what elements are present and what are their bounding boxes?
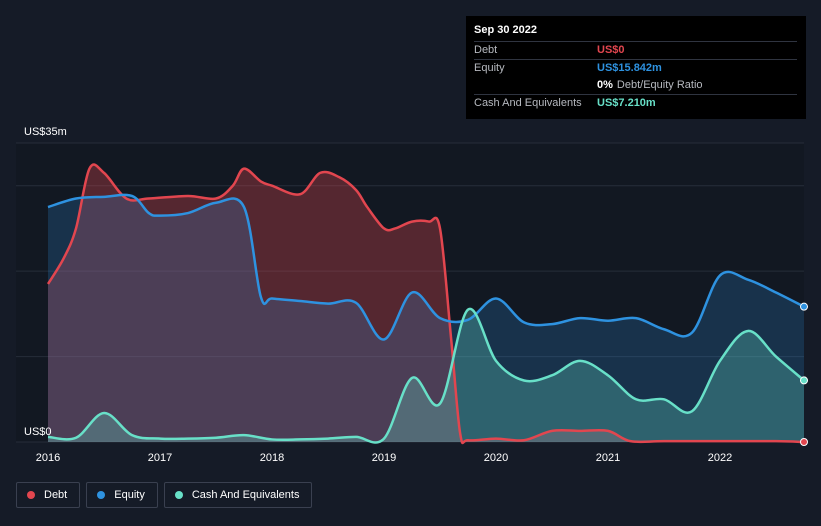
x-tick-2022: 2022	[708, 452, 732, 464]
legend-equity-label: Equity	[114, 489, 145, 501]
x-tick-2016: 2016	[36, 452, 60, 464]
y-axis-bottom-label: US$0	[24, 426, 52, 438]
cash-and-equivalents-area	[48, 308, 804, 443]
debt-line	[46, 163, 805, 445]
series-end-markers[interactable]	[800, 302, 808, 446]
tooltip-ratio-row: 0% Debt/Equity Ratio	[474, 77, 797, 94]
legend-debt-label: Debt	[44, 489, 68, 501]
tooltip-equity-value: US$15.842m	[597, 62, 662, 74]
tooltip-ratio-spacer	[474, 77, 597, 94]
tooltip-date: Sep 30 2022	[474, 24, 537, 36]
x-tick-2019: 2019	[372, 452, 396, 464]
x-tick-2021: 2021	[596, 452, 620, 464]
debt-dot-icon	[27, 491, 35, 499]
debt-end-marker[interactable]	[800, 438, 808, 446]
x-tick-2020: 2020	[484, 452, 508, 464]
tooltip-cash-row: Cash And Equivalents US$7.210m	[474, 94, 797, 112]
data-tooltip: Sep 30 2022 Debt US$0 Equity US$15.842m …	[466, 16, 806, 119]
y-axis-top-label: US$35m	[24, 126, 67, 138]
tooltip-ratio-value: 0%	[597, 79, 613, 91]
tooltip-cash-value: US$7.210m	[597, 97, 656, 109]
x-axis-ticks: 2016 2017 2018 2019 2020 2021 2022	[36, 452, 732, 464]
cash-dot-icon	[174, 491, 183, 499]
series-lines	[46, 163, 805, 445]
tooltip-debt-label: Debt	[474, 44, 498, 56]
legend-item-equity[interactable]: Equity	[86, 482, 158, 508]
tooltip-debt-value: US$0	[597, 44, 625, 56]
tooltip-cash-label: Cash And Equivalents	[474, 97, 582, 109]
tooltip-ratio-label: Debt/Equity Ratio	[616, 79, 703, 91]
x-tick-2018: 2018	[260, 452, 284, 464]
chart-legend: Debt Equity Cash And Equivalents	[16, 482, 313, 508]
equity-end-marker[interactable]	[800, 302, 808, 311]
tooltip-debt-row: Debt US$0	[474, 41, 797, 59]
legend-item-debt[interactable]: Debt	[16, 482, 81, 508]
tooltip-equity-row: Equity US$15.842m	[474, 59, 797, 77]
legend-item-cash[interactable]: Cash And Equivalents	[163, 482, 313, 508]
legend-cash-label: Cash And Equivalents	[191, 489, 300, 501]
equity-dot-icon	[97, 491, 106, 499]
equity-line	[47, 193, 805, 341]
x-tick-2017: 2017	[148, 452, 172, 464]
cash-and-equivalents-line	[47, 307, 805, 444]
tooltip-equity-label: Equity	[474, 62, 505, 74]
cash-and-equivalents-end-marker[interactable]	[800, 376, 808, 385]
